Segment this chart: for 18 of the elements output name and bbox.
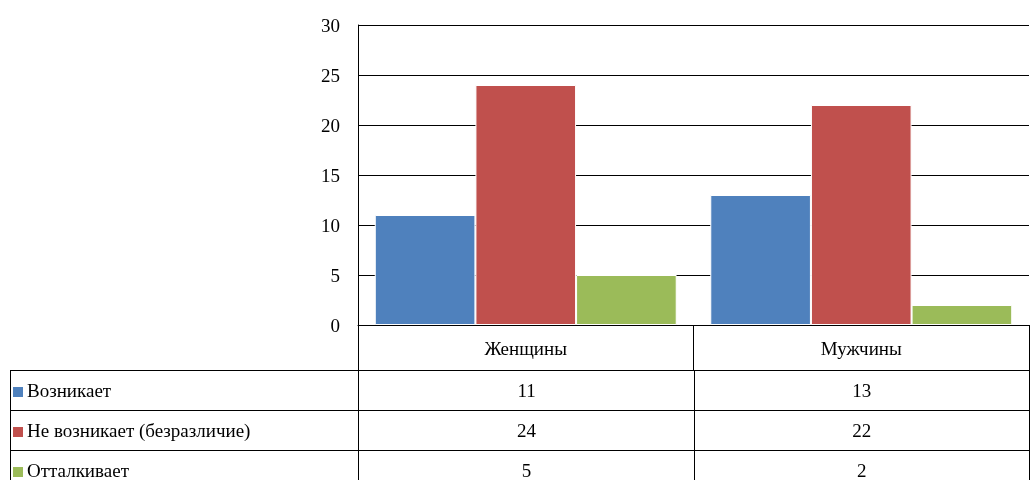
x-tick-label: Женщины <box>484 338 568 359</box>
legend-label: Возникает <box>10 370 359 411</box>
y-tick-label: 25 <box>321 64 340 86</box>
legend-label: Не возникает (безразличие) <box>10 410 359 451</box>
data-label: 5 <box>358 450 695 480</box>
data-label: 22 <box>694 410 1030 451</box>
data-label: 11 <box>358 370 695 411</box>
y-tick-label: 5 <box>330 264 340 286</box>
y-tick-label: 0 <box>330 314 340 336</box>
y-tick-label: 15 <box>321 164 340 186</box>
x-tick-label: Мужчины <box>820 338 902 359</box>
y-tick-label: 30 <box>321 14 340 36</box>
data-label: 13 <box>694 370 1030 411</box>
data-label: 24 <box>358 410 695 451</box>
y-tick-label: 10 <box>321 214 340 236</box>
legend-label: Отталкивает <box>10 450 359 480</box>
data-label: 2 <box>694 450 1030 480</box>
y-tick-label: 20 <box>321 114 340 136</box>
